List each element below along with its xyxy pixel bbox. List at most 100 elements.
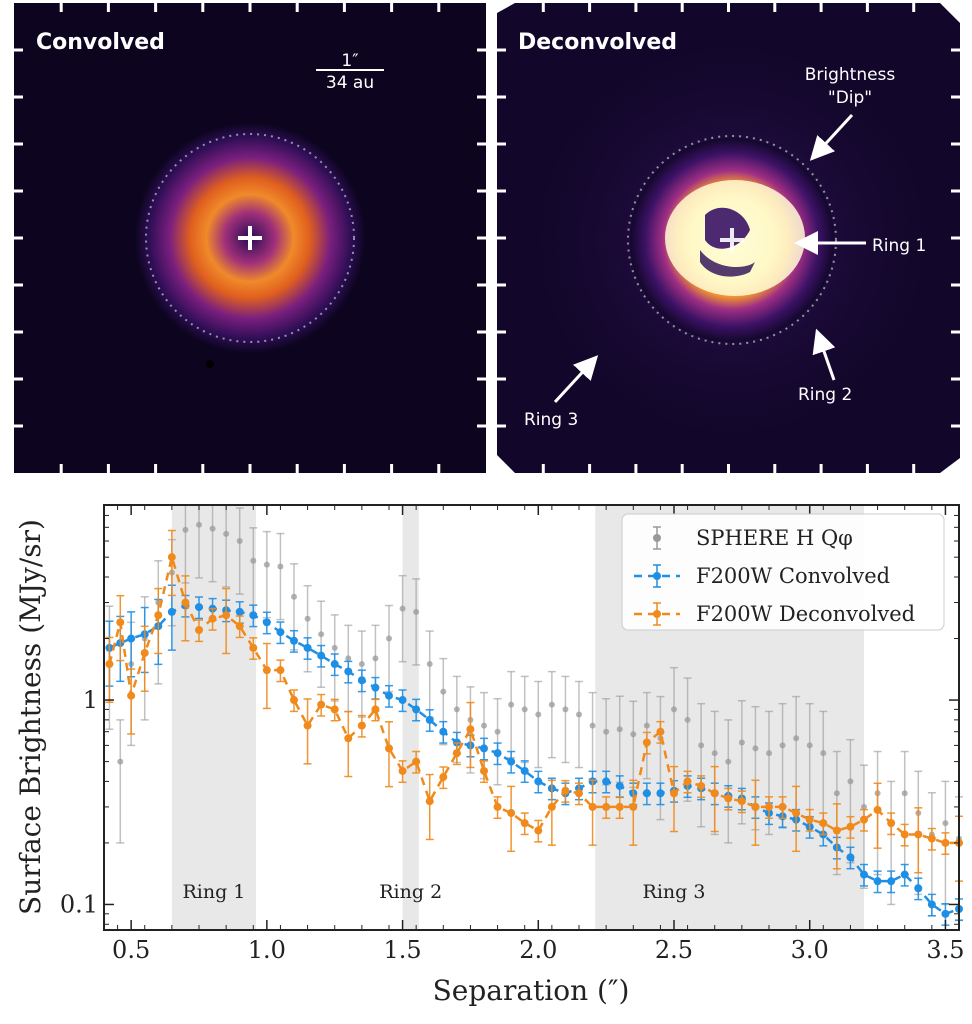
data-point xyxy=(290,636,298,645)
data-point xyxy=(276,666,285,675)
x-tick-label: 3.5 xyxy=(926,936,964,964)
scale-bar: 1″ 34 au xyxy=(316,51,384,93)
data-point xyxy=(276,628,285,637)
data-point xyxy=(671,706,677,713)
data-point xyxy=(914,830,923,839)
data-point xyxy=(873,805,882,814)
y-tick-label: 0.1 xyxy=(60,890,98,918)
x-tick-label: 2.0 xyxy=(519,936,557,964)
data-point xyxy=(140,648,149,657)
dip-arrow xyxy=(809,113,854,161)
data-point xyxy=(887,819,896,828)
data-point xyxy=(711,750,718,757)
data-point xyxy=(615,802,624,811)
data-point xyxy=(412,705,421,714)
data-point xyxy=(481,722,487,729)
data-point xyxy=(547,802,556,811)
ring2-arrow xyxy=(812,328,836,381)
data-point xyxy=(303,721,312,730)
data-point xyxy=(846,853,855,862)
x-tick-label: 3.0 xyxy=(791,936,829,964)
image-ticks xyxy=(497,3,960,473)
dark-spot xyxy=(206,360,214,368)
data-point xyxy=(751,802,760,811)
data-point xyxy=(562,706,569,713)
data-point xyxy=(331,644,338,651)
data-point xyxy=(752,745,759,752)
data-point xyxy=(737,797,746,806)
data-point xyxy=(385,691,393,700)
series-line xyxy=(108,552,959,845)
legend-label: SPHERE H Qφ xyxy=(696,526,853,550)
data-point xyxy=(154,611,163,620)
band-label: Ring 1 xyxy=(182,881,245,903)
data-point xyxy=(386,635,392,642)
data-point xyxy=(345,655,352,662)
ring-guide-circle xyxy=(145,133,355,343)
data-point xyxy=(656,789,665,798)
data-point xyxy=(413,608,420,615)
legend-label: F200W Deconvolved xyxy=(696,602,915,626)
data-point xyxy=(208,614,217,623)
data-point xyxy=(182,526,189,533)
data-point xyxy=(235,607,244,616)
star-position-marker xyxy=(238,226,262,250)
data-point xyxy=(588,802,597,811)
data-point xyxy=(466,725,475,734)
data-point xyxy=(209,525,216,532)
data-point xyxy=(196,521,202,528)
data-point xyxy=(358,661,365,668)
data-point xyxy=(534,777,543,786)
data-point xyxy=(116,618,125,627)
ring-band xyxy=(171,505,256,930)
data-point xyxy=(778,802,787,811)
data-point xyxy=(439,727,448,736)
data-point xyxy=(493,802,502,811)
data-point xyxy=(507,809,516,818)
data-point xyxy=(357,721,366,730)
data-point xyxy=(927,900,936,909)
data-point xyxy=(520,766,529,775)
data-point xyxy=(697,781,706,790)
data-point xyxy=(304,615,311,622)
data-point xyxy=(195,626,203,635)
data-point xyxy=(656,727,665,736)
data-point xyxy=(222,611,231,620)
data-point xyxy=(914,884,923,893)
data-point xyxy=(425,715,434,724)
data-point xyxy=(236,537,243,544)
data-point xyxy=(480,766,488,775)
data-point xyxy=(535,711,542,718)
data-point xyxy=(249,643,258,652)
axes: 0.5 1.0 1.5 2.0 2.5 3.0 3.5 0.1 1 xyxy=(60,505,965,964)
data-point xyxy=(792,809,801,818)
data-point xyxy=(357,676,366,685)
data-point xyxy=(117,758,124,765)
data-point xyxy=(250,557,257,564)
scale-bar-distance: 34 au xyxy=(326,73,374,93)
data-point xyxy=(670,789,678,798)
legend-marker xyxy=(653,610,661,618)
x-axis-title: Separation (″) xyxy=(433,974,630,1007)
data-point xyxy=(765,802,773,811)
data-point xyxy=(371,705,380,714)
data-point xyxy=(561,786,570,795)
data-point xyxy=(167,553,176,562)
data-point xyxy=(493,749,502,758)
data-point xyxy=(425,797,434,806)
x-tick-label: 1.5 xyxy=(383,936,421,964)
x-tick-label: 0.5 xyxy=(112,936,150,964)
ring3-arrow xyxy=(553,355,599,404)
data-point xyxy=(317,700,326,709)
data-point xyxy=(385,744,393,753)
data-point xyxy=(426,661,433,668)
data-point xyxy=(371,683,380,692)
y-tick-label: 1 xyxy=(83,686,98,714)
band-label: Ring 3 xyxy=(643,881,706,903)
data-point xyxy=(684,716,691,723)
data-point xyxy=(167,607,176,616)
data-point xyxy=(262,618,271,627)
data-point xyxy=(819,819,828,828)
y-axis-title: Surface Brightness (MJy/sr) xyxy=(14,519,47,915)
data-point xyxy=(833,790,840,797)
